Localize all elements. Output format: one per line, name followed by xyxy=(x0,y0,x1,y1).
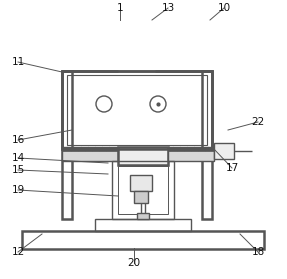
Bar xyxy=(202,71,212,219)
Text: 19: 19 xyxy=(11,185,25,195)
Bar xyxy=(95,219,191,231)
Bar xyxy=(62,71,212,149)
Text: 18: 18 xyxy=(251,247,265,257)
Bar xyxy=(67,75,207,145)
Bar xyxy=(118,147,168,165)
Bar xyxy=(137,213,149,219)
Bar xyxy=(214,143,234,159)
Text: 14: 14 xyxy=(11,153,25,163)
Bar xyxy=(22,231,264,249)
Bar xyxy=(62,71,72,219)
Bar xyxy=(62,71,212,149)
Text: 12: 12 xyxy=(11,247,25,257)
Bar xyxy=(112,161,174,219)
Text: 1: 1 xyxy=(117,3,123,13)
Text: 11: 11 xyxy=(11,57,25,67)
Text: 10: 10 xyxy=(218,3,230,13)
Text: 22: 22 xyxy=(251,117,265,127)
Bar xyxy=(134,191,148,203)
Text: 20: 20 xyxy=(127,258,141,268)
Bar xyxy=(168,147,214,151)
Text: 15: 15 xyxy=(11,165,25,175)
Bar xyxy=(168,147,214,161)
Bar xyxy=(130,175,152,191)
Bar xyxy=(62,147,118,151)
Text: 17: 17 xyxy=(225,163,238,173)
Text: 13: 13 xyxy=(161,3,174,13)
Bar xyxy=(62,147,118,161)
Text: 16: 16 xyxy=(11,135,25,145)
Bar xyxy=(118,166,168,214)
